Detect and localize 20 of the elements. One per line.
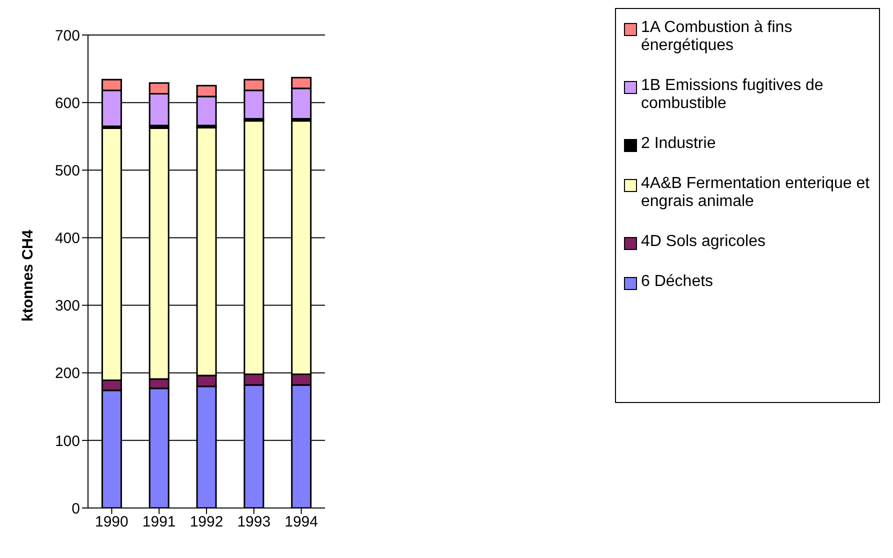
y-tick-label: 600: [54, 94, 80, 112]
y-axis-title: ktonnes CH4: [19, 229, 36, 322]
legend-label: 6 Déchets: [641, 273, 714, 291]
legend-label: 4A&B Fermentation enterique et engrais animale: [641, 175, 871, 211]
y-tick-label: 0: [72, 500, 80, 518]
legend-label: 1B Emissions fugitives de combustible: [641, 77, 824, 113]
y-tick-label: 100: [54, 432, 80, 450]
y-tick-label: 400: [54, 230, 80, 248]
legend-label: 4D Sols agricoles: [641, 233, 766, 251]
y-tick-label: 200: [54, 365, 80, 382]
y-tick-label: 700: [54, 27, 80, 44]
x-tick-label: 1991: [142, 514, 176, 531]
legend-label: 2 Industrie: [641, 135, 716, 153]
x-tick-label: 1993: [237, 514, 271, 531]
y-tick-label: 500: [54, 162, 80, 180]
y-tick-label: 300: [54, 298, 80, 315]
x-tick-label: 1990: [95, 514, 128, 531]
legend-label: 1A Combustion à fins énergétiques: [641, 19, 794, 55]
x-tick-label: 1994: [284, 514, 318, 531]
x-tick-label: 1992: [190, 514, 224, 531]
